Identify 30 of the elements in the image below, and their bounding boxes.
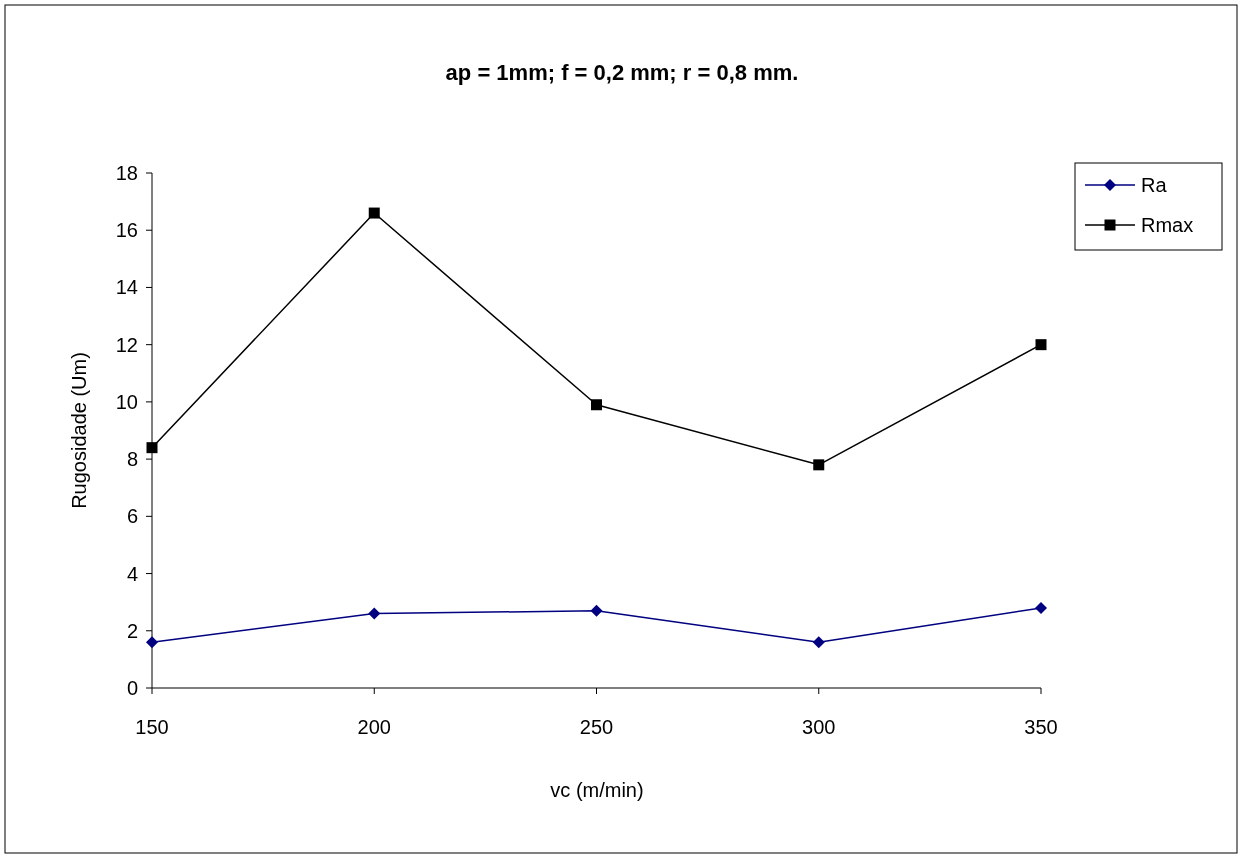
x-tick-label: 350 [1024, 716, 1058, 738]
legend-label: Ra [1141, 174, 1168, 196]
y-tick-label: 4 [126, 562, 138, 585]
x-tick-label: 300 [802, 716, 836, 738]
point [590, 604, 603, 617]
point [591, 399, 602, 411]
point [146, 442, 158, 454]
x-axis-title: vc (m/min) [550, 779, 644, 801]
y-tick-label: 2 [126, 619, 138, 642]
x-tick-label: 250 [579, 716, 614, 738]
chart-title: ap = 1mm; f = 0,2 mm; r = 0,8 mm. [445, 60, 799, 85]
point [1035, 339, 1047, 351]
y-tick-label: 0 [126, 677, 138, 699]
y-tick-label: 12 [115, 333, 138, 356]
x-tick-label: 200 [357, 716, 391, 738]
y-tick-label: 18 [115, 162, 138, 184]
y-tick-label: 14 [115, 276, 138, 299]
y-tick-label: 6 [126, 505, 138, 528]
y-axis-title: Rugosidade (Um) [68, 352, 90, 509]
point [368, 207, 380, 219]
y-tick-label: 8 [126, 448, 138, 471]
point [1035, 601, 1047, 614]
legend-label: Rmax [1141, 214, 1194, 236]
y-tick-label: 16 [115, 219, 138, 242]
point [813, 459, 825, 471]
point [146, 636, 158, 649]
x-tick-label: 150 [135, 716, 169, 738]
y-tick-label: 10 [115, 390, 138, 413]
point [812, 636, 825, 649]
point [368, 607, 381, 620]
